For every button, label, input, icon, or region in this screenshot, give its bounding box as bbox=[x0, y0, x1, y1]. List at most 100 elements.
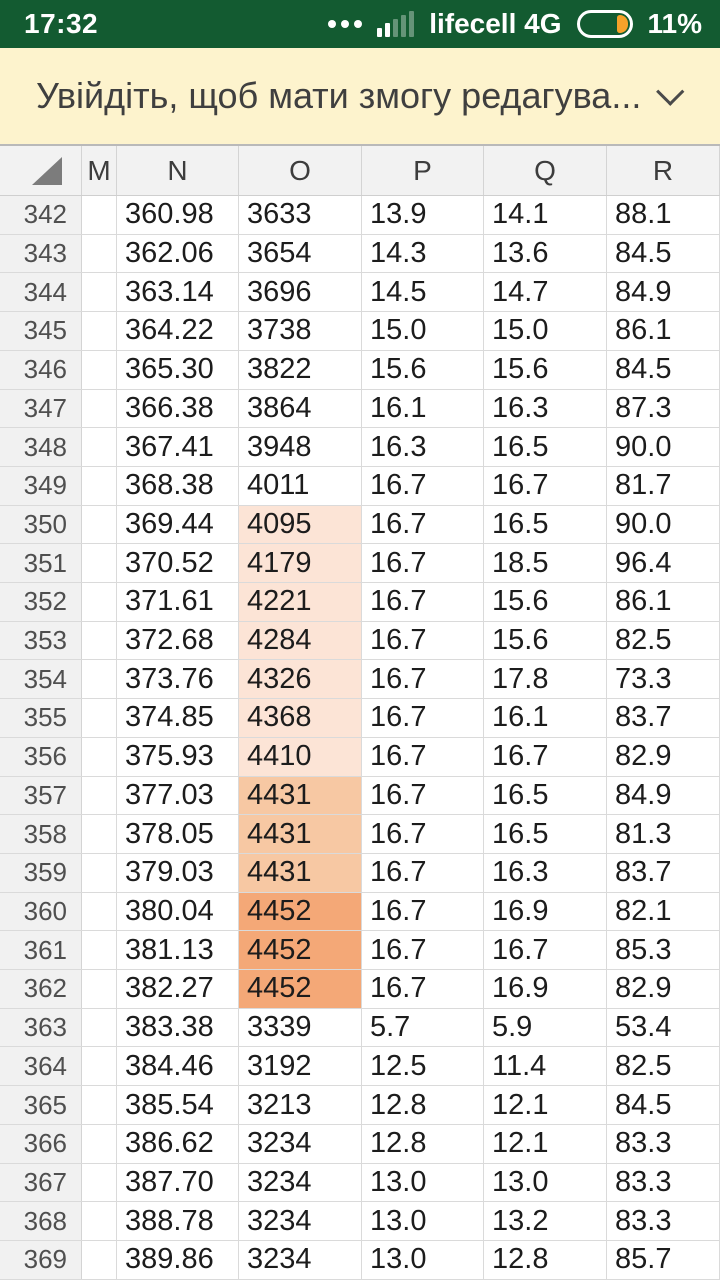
row-number-cell[interactable]: 343 bbox=[0, 234, 82, 273]
cell-P[interactable]: 16.7 bbox=[362, 583, 484, 621]
cell-Q[interactable]: 12.1 bbox=[484, 1124, 607, 1163]
cell-P[interactable]: 13.0 bbox=[362, 1163, 484, 1202]
cell-M[interactable] bbox=[82, 234, 117, 273]
cell-Q[interactable]: 12.8 bbox=[484, 1240, 607, 1279]
cell-R[interactable]: 85.3 bbox=[607, 931, 720, 970]
cell-O[interactable]: 4326 bbox=[239, 660, 362, 699]
cell-P[interactable]: 16.7 bbox=[362, 776, 484, 815]
cell-M[interactable] bbox=[82, 699, 117, 737]
row-number-cell[interactable]: 346 bbox=[0, 350, 82, 389]
cell-N[interactable]: 378.05 bbox=[117, 815, 239, 853]
row-number-cell[interactable]: 354 bbox=[0, 660, 82, 699]
cell-N[interactable]: 375.93 bbox=[117, 737, 239, 776]
cell-O[interactable]: 4452 bbox=[239, 970, 362, 1008]
column-header-R[interactable]: R bbox=[607, 146, 720, 195]
cell-N[interactable]: 386.62 bbox=[117, 1124, 239, 1163]
column-header-O[interactable]: O bbox=[239, 146, 362, 195]
column-header-N[interactable]: N bbox=[117, 146, 239, 195]
cell-O[interactable]: 4284 bbox=[239, 621, 362, 660]
cell-O[interactable]: 3234 bbox=[239, 1202, 362, 1240]
cell-Q[interactable]: 16.9 bbox=[484, 892, 607, 931]
column-header-Q[interactable]: Q bbox=[484, 146, 607, 195]
cell-O[interactable]: 3654 bbox=[239, 234, 362, 273]
cell-M[interactable] bbox=[82, 428, 117, 466]
cell-Q[interactable]: 5.9 bbox=[484, 1008, 607, 1047]
cell-O[interactable]: 3234 bbox=[239, 1163, 362, 1202]
cell-O[interactable]: 3339 bbox=[239, 1008, 362, 1047]
row-number-cell[interactable]: 366 bbox=[0, 1124, 82, 1163]
cell-O[interactable]: 3696 bbox=[239, 273, 362, 312]
row-number-cell[interactable]: 363 bbox=[0, 1008, 82, 1047]
cell-R[interactable]: 82.9 bbox=[607, 970, 720, 1008]
cell-Q[interactable]: 16.5 bbox=[484, 776, 607, 815]
cell-N[interactable]: 388.78 bbox=[117, 1202, 239, 1240]
cell-P[interactable]: 12.8 bbox=[362, 1086, 484, 1124]
cell-P[interactable]: 16.7 bbox=[362, 970, 484, 1008]
cell-R[interactable]: 96.4 bbox=[607, 544, 720, 583]
cell-N[interactable]: 374.85 bbox=[117, 699, 239, 737]
cell-M[interactable] bbox=[82, 196, 117, 234]
cell-Q[interactable]: 15.6 bbox=[484, 583, 607, 621]
cell-N[interactable]: 377.03 bbox=[117, 776, 239, 815]
cell-M[interactable] bbox=[82, 312, 117, 350]
sign-in-banner[interactable]: Увійдіть, щоб мати змогу редагува... bbox=[0, 48, 720, 146]
row-number-cell[interactable]: 365 bbox=[0, 1086, 82, 1124]
cell-O[interactable]: 3822 bbox=[239, 350, 362, 389]
cell-M[interactable] bbox=[82, 660, 117, 699]
cell-P[interactable]: 16.7 bbox=[362, 931, 484, 970]
cell-R[interactable]: 83.3 bbox=[607, 1163, 720, 1202]
cell-O[interactable]: 3213 bbox=[239, 1086, 362, 1124]
cell-P[interactable]: 16.7 bbox=[362, 892, 484, 931]
row-number-cell[interactable]: 345 bbox=[0, 312, 82, 350]
cell-O[interactable]: 4095 bbox=[239, 505, 362, 544]
row-number-cell[interactable]: 367 bbox=[0, 1163, 82, 1202]
cell-N[interactable]: 385.54 bbox=[117, 1086, 239, 1124]
cell-O[interactable]: 4368 bbox=[239, 699, 362, 737]
cell-N[interactable]: 370.52 bbox=[117, 544, 239, 583]
cell-N[interactable]: 365.30 bbox=[117, 350, 239, 389]
cell-Q[interactable]: 15.0 bbox=[484, 312, 607, 350]
row-number-cell[interactable]: 352 bbox=[0, 583, 82, 621]
cell-Q[interactable]: 11.4 bbox=[484, 1047, 607, 1086]
cell-Q[interactable]: 16.1 bbox=[484, 699, 607, 737]
cell-O[interactable]: 4011 bbox=[239, 466, 362, 505]
cell-O[interactable]: 3864 bbox=[239, 389, 362, 428]
cell-Q[interactable]: 16.5 bbox=[484, 815, 607, 853]
cell-O[interactable]: 4431 bbox=[239, 853, 362, 892]
row-number-cell[interactable]: 342 bbox=[0, 196, 82, 234]
row-number-cell[interactable]: 350 bbox=[0, 505, 82, 544]
cell-M[interactable] bbox=[82, 853, 117, 892]
cell-P[interactable]: 16.7 bbox=[362, 699, 484, 737]
cell-M[interactable] bbox=[82, 1047, 117, 1086]
cell-N[interactable]: 360.98 bbox=[117, 196, 239, 234]
cell-N[interactable]: 369.44 bbox=[117, 505, 239, 544]
row-number-cell[interactable]: 359 bbox=[0, 853, 82, 892]
cell-M[interactable] bbox=[82, 970, 117, 1008]
cell-O[interactable]: 3633 bbox=[239, 196, 362, 234]
cell-N[interactable]: 380.04 bbox=[117, 892, 239, 931]
cell-P[interactable]: 16.7 bbox=[362, 505, 484, 544]
cell-M[interactable] bbox=[82, 621, 117, 660]
row-number-cell[interactable]: 353 bbox=[0, 621, 82, 660]
cell-Q[interactable]: 14.1 bbox=[484, 196, 607, 234]
cell-M[interactable] bbox=[82, 544, 117, 583]
cell-N[interactable]: 366.38 bbox=[117, 389, 239, 428]
cell-P[interactable]: 12.5 bbox=[362, 1047, 484, 1086]
cell-O[interactable]: 3192 bbox=[239, 1047, 362, 1086]
cell-M[interactable] bbox=[82, 583, 117, 621]
row-number-cell[interactable]: 351 bbox=[0, 544, 82, 583]
cell-R[interactable]: 82.5 bbox=[607, 1047, 720, 1086]
cell-N[interactable]: 368.38 bbox=[117, 466, 239, 505]
row-number-cell[interactable]: 364 bbox=[0, 1047, 82, 1086]
cell-M[interactable] bbox=[82, 1202, 117, 1240]
row-number-cell[interactable]: 369 bbox=[0, 1240, 82, 1279]
cell-Q[interactable]: 16.7 bbox=[484, 737, 607, 776]
cell-R[interactable]: 86.1 bbox=[607, 583, 720, 621]
row-number-cell[interactable]: 356 bbox=[0, 737, 82, 776]
cell-R[interactable]: 81.7 bbox=[607, 466, 720, 505]
cell-O[interactable]: 4431 bbox=[239, 815, 362, 853]
cell-N[interactable]: 373.76 bbox=[117, 660, 239, 699]
cell-M[interactable] bbox=[82, 931, 117, 970]
cell-O[interactable]: 4431 bbox=[239, 776, 362, 815]
chevron-down-icon[interactable] bbox=[656, 77, 685, 106]
